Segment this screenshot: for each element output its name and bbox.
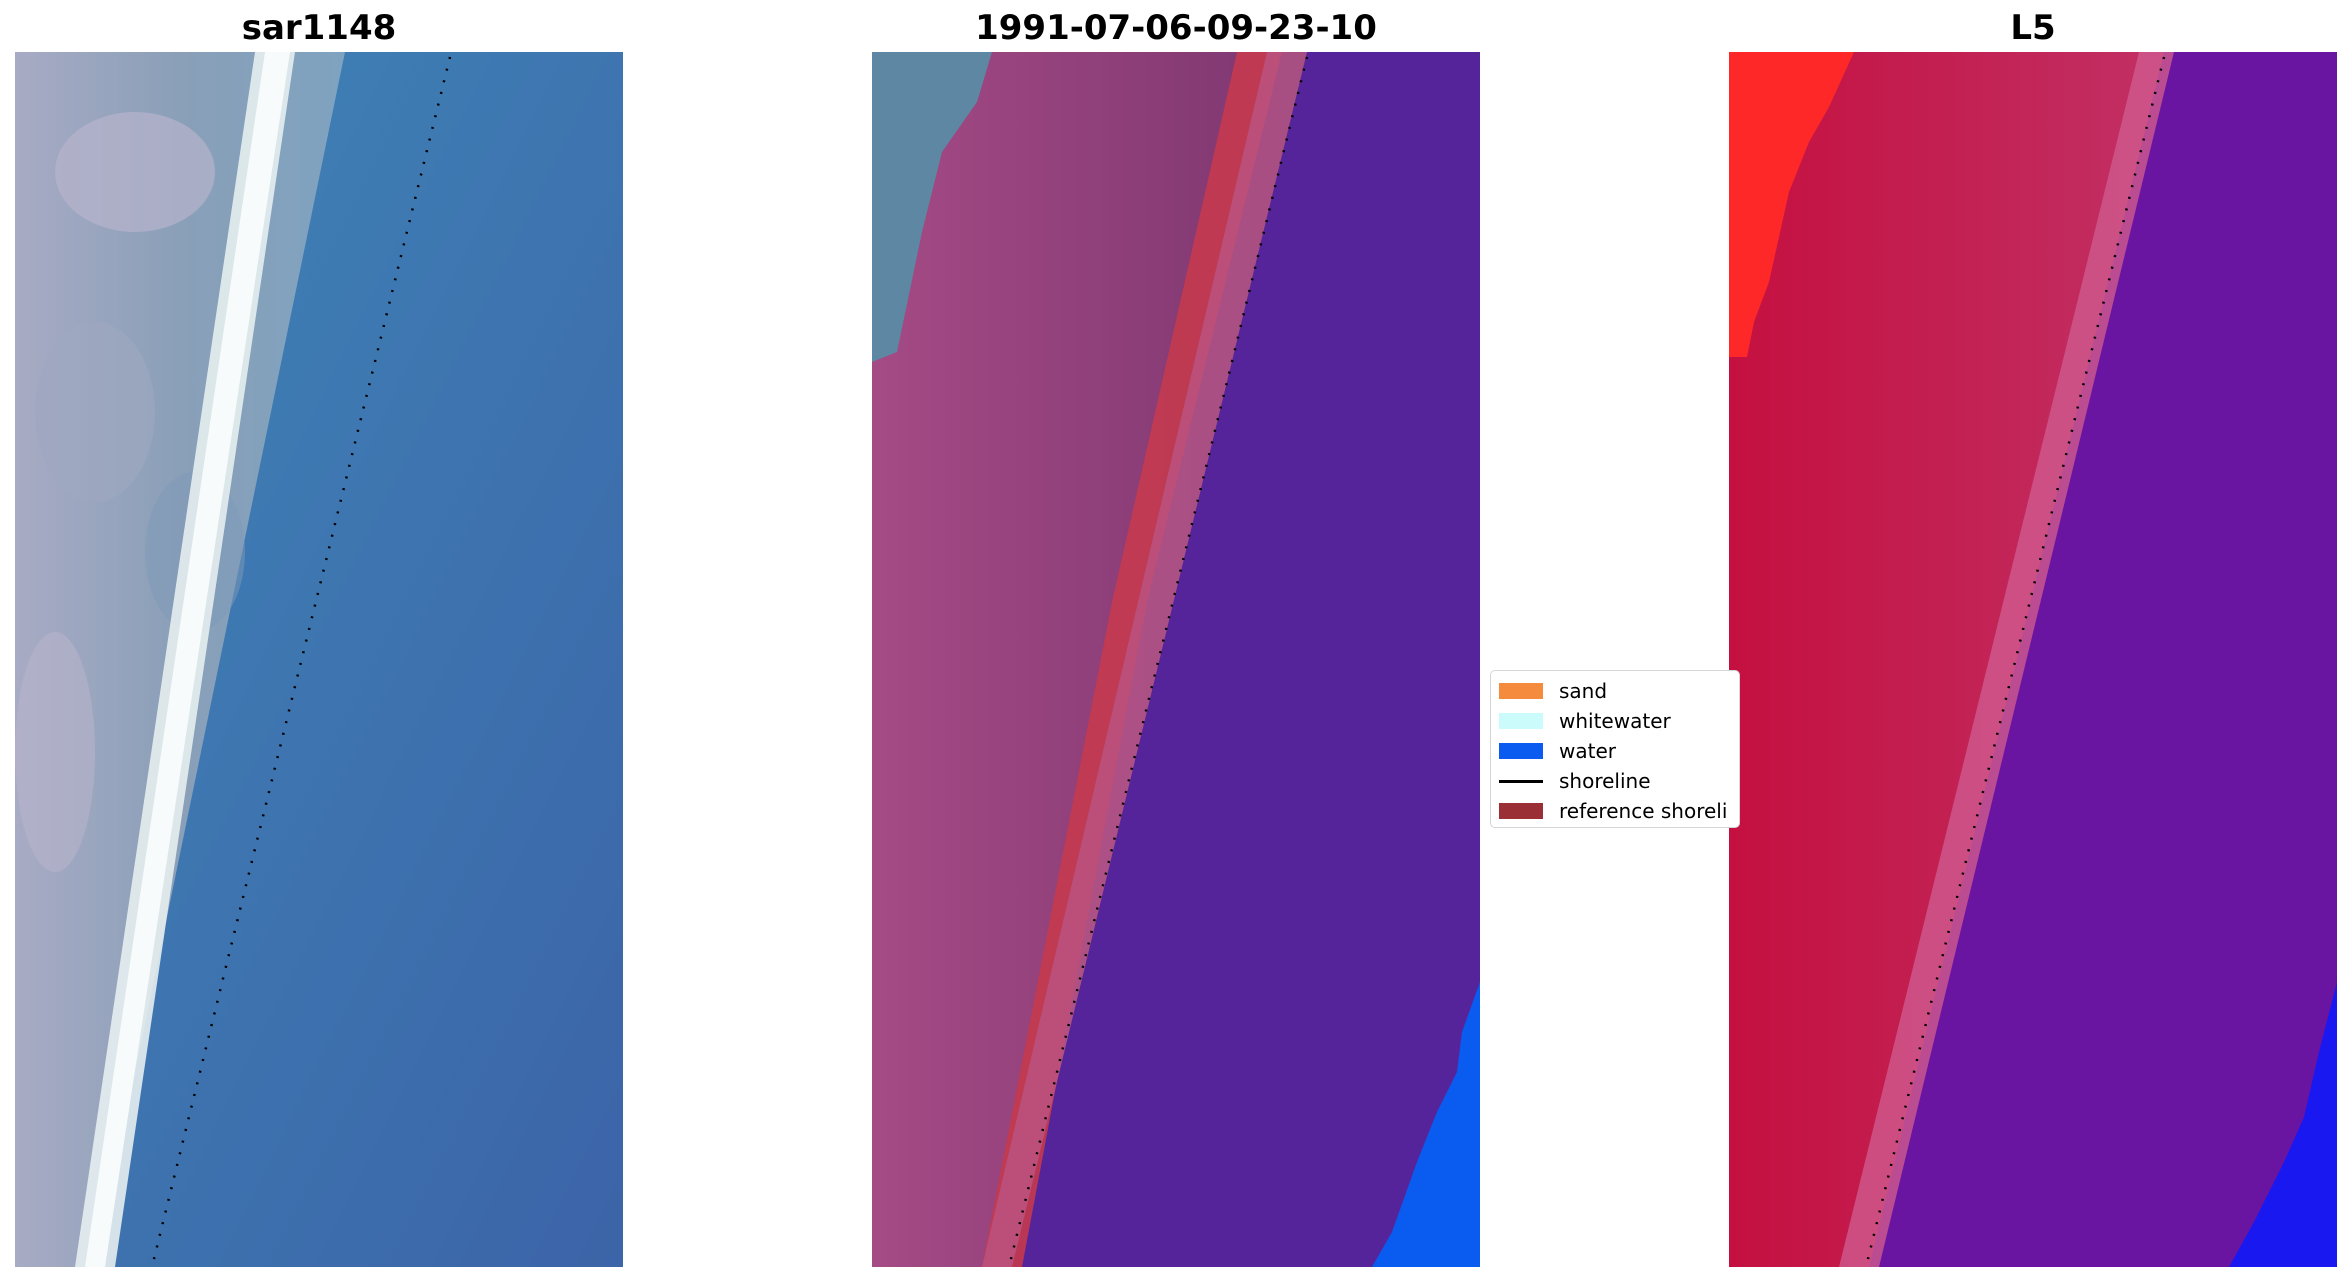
legend-label-water: water bbox=[1559, 739, 1616, 763]
legend-item-whitewater: whitewater bbox=[1499, 709, 1739, 733]
panel-title-rgb: sar1148 bbox=[241, 8, 397, 48]
rgb-satellite-image bbox=[15, 52, 623, 1267]
legend-item-sand: sand bbox=[1499, 679, 1739, 703]
legend-label-reference-shoreline: reference shoreli bbox=[1559, 799, 1728, 823]
reference-shoreline-swatch bbox=[1499, 803, 1543, 819]
shoreline-line bbox=[1499, 779, 1543, 783]
panel-title-classified: 1991-07-06-09-23-10 bbox=[975, 8, 1377, 48]
legend-label-shoreline: shoreline bbox=[1559, 769, 1651, 793]
classified-image bbox=[872, 52, 1480, 1267]
whitewater-swatch bbox=[1499, 713, 1543, 729]
legend-item-water: water bbox=[1499, 739, 1739, 763]
sand-swatch bbox=[1499, 683, 1543, 699]
legend-label-sand: sand bbox=[1559, 679, 1608, 703]
water-swatch bbox=[1499, 743, 1543, 759]
legend-item-shoreline: shoreline bbox=[1499, 769, 1739, 793]
panel-title-index: L5 bbox=[2010, 8, 2056, 48]
index-image bbox=[1729, 52, 2337, 1267]
legend-item-reference-shoreline: reference shoreli bbox=[1499, 799, 1739, 823]
legend-label-whitewater: whitewater bbox=[1559, 709, 1671, 733]
legend: sand whitewater water shoreline referenc… bbox=[1490, 670, 1740, 828]
